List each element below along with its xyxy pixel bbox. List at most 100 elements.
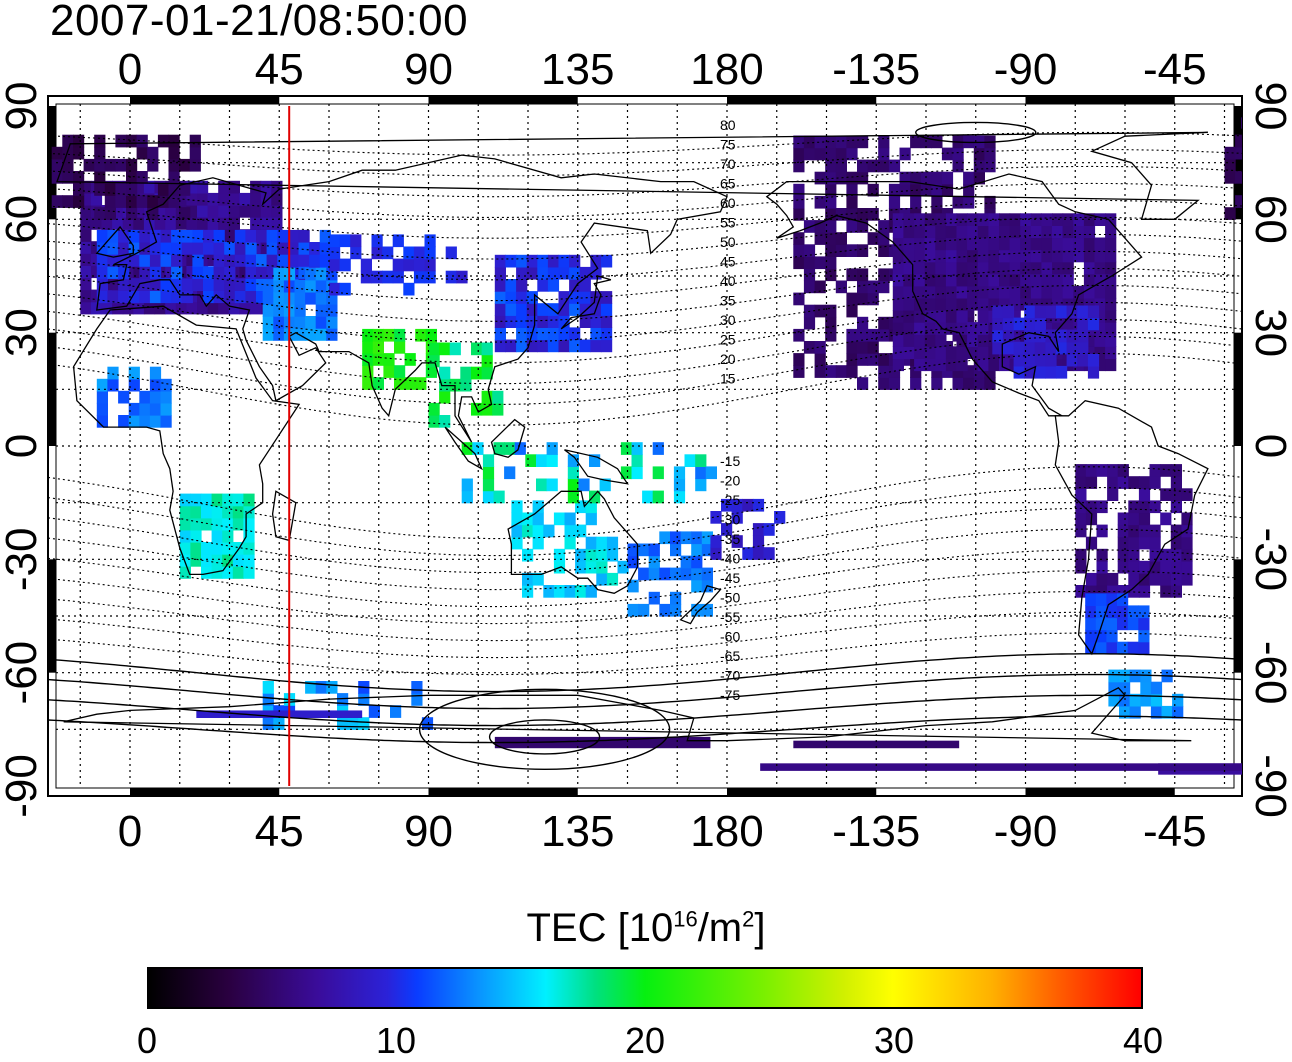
tec-cell [1094,310,1106,323]
tec-cell [168,146,180,160]
tec-cell [1056,305,1068,319]
tec-cell [695,466,707,480]
tec-cell [1030,213,1042,226]
tec-cell [128,229,140,243]
tec-cell [532,500,544,514]
tec-cell [1075,488,1087,501]
tec-cell [793,365,805,378]
tec-cell [337,717,349,730]
tec-cell [190,529,202,543]
tec-cell [80,241,92,254]
tec-cell [136,134,148,148]
tec-cell [262,717,274,730]
tec-cell [867,183,879,197]
tec-cell [579,279,591,292]
tec-cell [160,229,172,243]
tec-cell [175,301,187,315]
tec-cell [590,254,602,268]
contour-label: 25 [720,332,736,348]
tec-cell [999,358,1011,372]
tec-cell [1009,297,1021,311]
tec-cell [1045,341,1057,355]
tec-cell [526,315,538,328]
tec-cell [1083,334,1096,347]
tec-cell [1073,285,1085,299]
tec-cell [143,180,156,194]
tec-cell [494,266,506,280]
tec-cell [945,297,958,311]
tec-cell [963,183,975,197]
tec-cell [931,195,943,209]
tec-cell [1128,536,1140,550]
tec-cell [589,490,601,504]
contour-label: 80 [720,117,736,133]
tec-cell [186,192,198,206]
tec-cell [652,442,664,455]
tec-cell [892,249,904,263]
tec-cell [1108,693,1120,707]
tec-cell [857,171,869,185]
tec-cell [731,498,743,512]
tec-cell [537,315,549,328]
tec-cell [421,717,434,730]
tec-cell [94,207,106,220]
tec-cell [537,266,549,280]
tec-cell [1160,572,1172,586]
colorbar-tick-label: 40 [1122,1020,1164,1061]
tec-cell [803,147,816,161]
tec-band [760,763,1242,771]
tec-cell [1105,334,1117,347]
tec-cell [494,254,506,268]
lon-label-bottom: 180 [690,807,763,856]
tec-cell [1138,629,1150,643]
tec-cell [160,390,172,404]
tec-cell [197,217,209,230]
tec-cell [243,493,255,507]
tec-cell [878,244,890,257]
tec-cell [1087,317,1100,331]
tec-cell [846,341,858,354]
tec-cell [878,220,890,233]
tec-cell [211,505,223,519]
tec-cell [903,225,915,239]
tec-cell [1149,572,1161,586]
tec-cell [956,225,968,239]
tec-cell [536,478,548,492]
tec-cell [211,566,223,579]
tec-cell [867,159,879,173]
contour-labels: 80 75 70 65 60 55 50 45 40 35 30 25 20 15 -15 -20 -25 -30… [720,117,740,703]
tec-cell [149,242,162,255]
tec-cell [1085,500,1098,514]
tec-cell [1030,237,1042,251]
tec-cell [260,192,272,206]
tec-cell [1105,261,1117,275]
tec-cell [652,490,664,504]
tec-cell [1075,560,1087,574]
tec-cell [128,242,140,255]
tec-cell [90,253,103,266]
tec-cell [239,205,251,218]
tec-cell [695,454,707,467]
tec-cell [461,490,473,504]
tec-cell [425,365,437,378]
tec-cell [160,415,172,428]
tec-cell [305,316,317,329]
tec-cell [977,358,989,372]
tec-cell [956,273,968,287]
tec-cell [179,542,191,555]
tec-cell [394,328,406,342]
tec-cell [1095,605,1107,619]
tec-cell [532,524,544,538]
tec-cell [988,237,1000,251]
tec-cell [627,579,639,593]
tec-cell [1085,629,1097,643]
tec-cell [931,135,943,149]
tec-cell [1224,146,1236,160]
tec-cell [1075,585,1087,598]
tec-cell [181,242,193,255]
tec-cell [339,234,351,248]
tec-cell [590,266,602,280]
tec-cell [1056,329,1068,343]
tec-cell [1105,346,1117,359]
tec-cell [1094,322,1106,335]
